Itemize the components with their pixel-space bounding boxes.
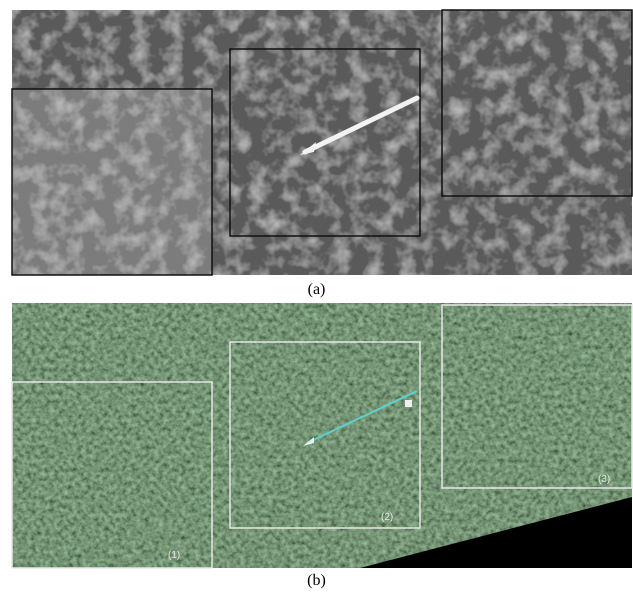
caption: (b) [0,572,633,590]
box-label: (2) [381,512,393,523]
caption: (a) [0,281,633,299]
box-label: (1) [168,550,180,561]
panel-a-image [12,10,632,275]
panel-b-image: (1) (2) (3) [12,303,632,568]
figure: {"panels": [{"caption": "(a)"}, {"captio… [0,0,633,592]
box-label: (3) [598,474,610,485]
